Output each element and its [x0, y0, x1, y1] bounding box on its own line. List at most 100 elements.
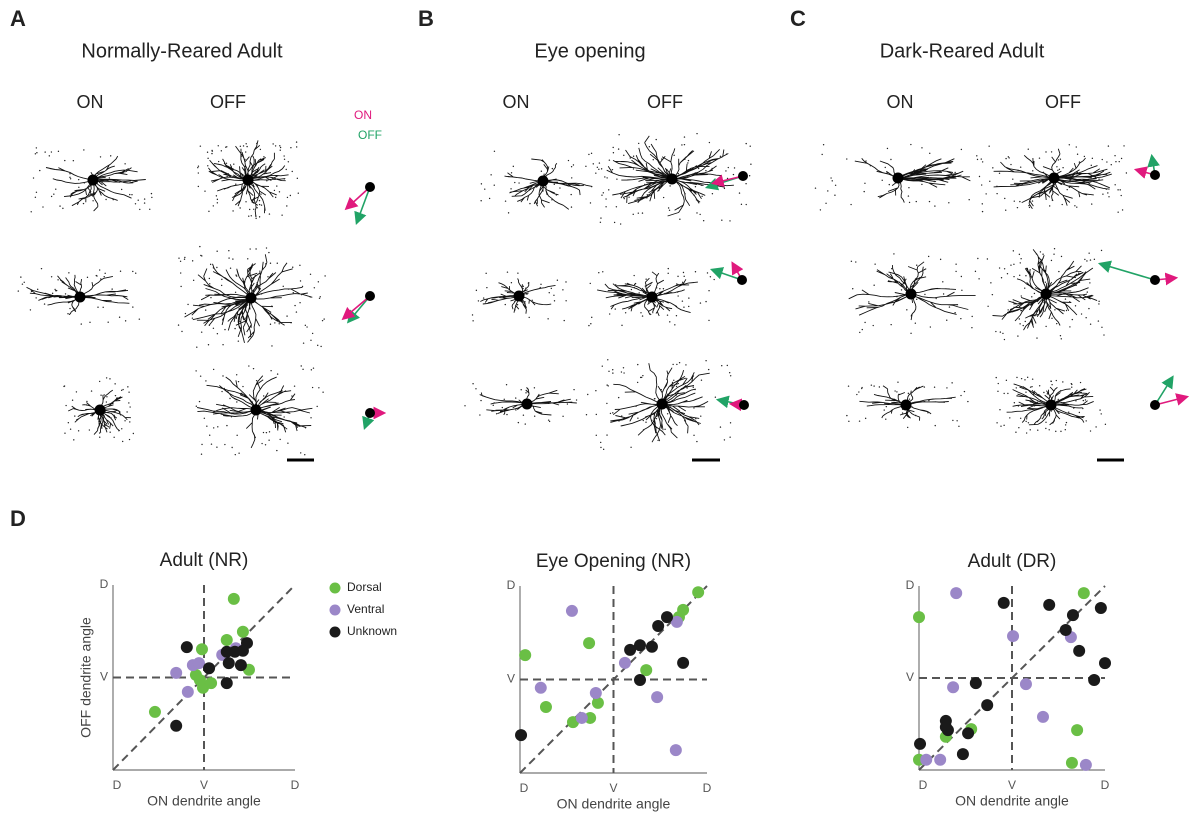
speck: [590, 283, 591, 284]
speck: [1028, 422, 1029, 423]
speck: [1101, 413, 1102, 414]
speck: [232, 210, 233, 211]
speck: [996, 422, 997, 423]
speck: [670, 292, 671, 293]
speck: [292, 171, 293, 172]
speck: [873, 325, 874, 326]
speck: [310, 274, 311, 275]
speck: [1018, 405, 1019, 406]
speck: [112, 199, 113, 200]
speck: [846, 415, 847, 416]
speck: [283, 155, 284, 156]
speck: [1099, 409, 1100, 410]
speck: [677, 291, 678, 292]
speck: [96, 275, 97, 276]
speck: [1088, 308, 1089, 309]
point: [942, 724, 954, 736]
speck: [86, 401, 87, 402]
soma: [365, 291, 375, 301]
speck: [1015, 432, 1016, 433]
speck: [524, 301, 525, 302]
speck: [606, 177, 607, 178]
speck: [253, 209, 254, 210]
dendrites: [855, 158, 971, 202]
speck: [720, 178, 721, 179]
speck: [1062, 381, 1063, 382]
speck: [1091, 181, 1092, 182]
speck: [523, 415, 524, 416]
speck: [475, 388, 476, 389]
speck: [1049, 205, 1050, 206]
speck: [76, 391, 77, 392]
speck: [211, 153, 212, 154]
speck: [565, 281, 566, 282]
speck: [185, 313, 186, 314]
speck: [1029, 207, 1030, 208]
speck: [566, 183, 567, 184]
speck: [896, 391, 897, 392]
speck: [1013, 276, 1014, 277]
speck: [655, 139, 656, 140]
soma: [739, 400, 749, 410]
speck: [599, 162, 600, 163]
speck: [688, 297, 689, 298]
point: [920, 754, 932, 766]
speck: [238, 453, 239, 454]
speck: [217, 202, 218, 203]
speck: [565, 300, 566, 301]
speck: [695, 271, 696, 272]
speck: [291, 395, 292, 396]
speck: [312, 333, 313, 334]
speck: [472, 383, 473, 384]
speck: [507, 271, 508, 272]
speck: [313, 367, 314, 368]
column-heading: ON: [887, 92, 914, 112]
speck: [65, 405, 66, 406]
speck: [724, 188, 725, 189]
speck: [615, 308, 616, 309]
speck: [1021, 310, 1022, 311]
x-axis-label: ON dendrite angle: [955, 793, 1069, 809]
speck: [83, 203, 84, 204]
speck: [217, 199, 218, 200]
speck: [1081, 313, 1082, 314]
speck: [505, 200, 506, 201]
speck: [679, 219, 680, 220]
panel-label: B: [418, 6, 434, 31]
speck: [999, 173, 1000, 174]
panel-title: Eye opening: [534, 40, 645, 62]
speck: [978, 278, 979, 279]
speck: [1111, 164, 1112, 165]
speck: [658, 190, 659, 191]
speck: [635, 406, 636, 407]
speck: [859, 332, 860, 333]
speck: [209, 325, 210, 326]
speck: [916, 265, 917, 266]
speck: [286, 315, 287, 316]
speck: [36, 192, 37, 193]
speck: [988, 145, 989, 146]
speck: [496, 413, 497, 414]
speck: [213, 369, 214, 370]
speck: [286, 169, 287, 170]
speck: [908, 393, 909, 394]
speck: [1028, 205, 1029, 206]
speck: [62, 208, 63, 209]
speck: [1021, 184, 1022, 185]
speck: [613, 152, 614, 153]
speck: [1105, 424, 1106, 425]
x-tick-label: V: [609, 781, 617, 795]
column-heading: OFF: [210, 92, 246, 112]
speck: [129, 439, 130, 440]
speck: [99, 436, 100, 437]
speck: [683, 307, 684, 308]
speck: [982, 203, 983, 204]
speck: [324, 275, 325, 276]
speck: [598, 272, 599, 273]
chart-title: Adult (NR): [160, 550, 249, 571]
soma: [1046, 400, 1057, 411]
speck: [1050, 381, 1051, 382]
speck: [268, 252, 269, 253]
speck: [78, 187, 79, 188]
speck: [298, 193, 299, 194]
